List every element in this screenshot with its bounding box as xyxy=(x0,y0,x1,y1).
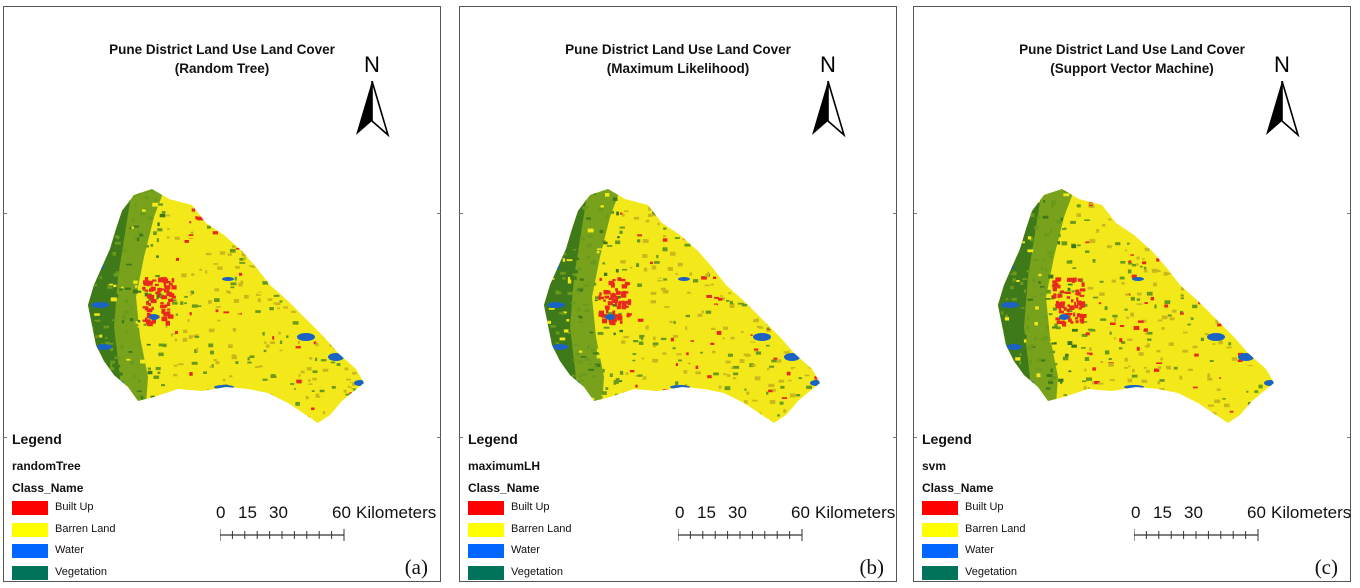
frame-tick xyxy=(893,437,897,438)
scale-label-60: 60 xyxy=(1247,503,1266,522)
legend-swatch xyxy=(468,565,504,580)
panel-label: (a) xyxy=(404,555,428,579)
legend-label: Barren Land xyxy=(965,522,1026,535)
frame-tick xyxy=(459,437,463,438)
legend-label: Water xyxy=(511,544,540,556)
legend-label: Barren Land xyxy=(55,522,116,535)
legend-swatch xyxy=(922,544,958,558)
frame-tick xyxy=(1347,213,1351,214)
scale-unit: Kilometers xyxy=(815,503,896,522)
scale-bar xyxy=(220,529,345,541)
frame-tick xyxy=(437,437,441,438)
scale-label-0: 0 xyxy=(1131,503,1141,522)
scale-label-30: 30 xyxy=(1184,503,1203,522)
legend-swatch xyxy=(922,501,958,515)
map-title: Pune District Land Use Land Cover (Rando… xyxy=(4,40,440,78)
panel-label: (c) xyxy=(1314,555,1338,579)
scale-unit: Kilometers xyxy=(1271,503,1352,522)
frame-tick xyxy=(893,213,897,214)
legend-swatch xyxy=(12,544,48,558)
legend-title: Legend xyxy=(922,431,972,447)
legend-label: Barren Land xyxy=(511,522,572,535)
legend-label: Built Up xyxy=(511,501,550,513)
legend-swatch xyxy=(468,544,504,558)
legend-label: Vegetation xyxy=(965,565,1017,578)
map-panel: Pune District Land Use Land Cover (Maxim… xyxy=(459,6,897,582)
map-title-line1: Pune District Land Use Land Cover xyxy=(109,42,335,57)
map-title: Pune District Land Use Land Cover (Maxim… xyxy=(460,40,896,78)
legend-label: Water xyxy=(965,544,994,556)
legend-label: Vegetation xyxy=(511,565,563,578)
map-title-line2: (Maximum Likelihood) xyxy=(606,61,750,76)
legend-swatch xyxy=(922,565,958,580)
legend-swatch xyxy=(468,522,504,537)
legend-swatch xyxy=(922,522,958,537)
scale-bar xyxy=(1134,529,1259,541)
district-map xyxy=(998,189,1274,423)
legend-class-header: Class_Name xyxy=(12,481,84,495)
map-title-line1: Pune District Land Use Land Cover xyxy=(1019,42,1245,57)
frame-tick xyxy=(459,213,463,214)
panel-label: (b) xyxy=(859,555,885,579)
scale-bar xyxy=(678,529,803,541)
scale-label-60: 60 xyxy=(332,503,351,522)
legend-class-header: Class_Name xyxy=(922,481,994,495)
frame-tick xyxy=(1347,437,1351,438)
north-arrow-icon xyxy=(356,81,390,137)
legend-swatch xyxy=(468,501,504,515)
north-label: N xyxy=(1274,52,1290,77)
frame-tick xyxy=(437,213,441,214)
scale-unit: Kilometers xyxy=(356,503,437,522)
map-title-line2: (Support Vector Machine) xyxy=(1050,61,1214,76)
legend-title: Legend xyxy=(12,431,62,447)
north-arrow-icon xyxy=(1266,81,1300,137)
legend-label: Built Up xyxy=(965,501,1004,513)
scale-label-0: 0 xyxy=(216,503,226,522)
scale-label-30: 30 xyxy=(269,503,288,522)
map-title: Pune District Land Use Land Cover (Suppo… xyxy=(914,40,1350,78)
scale-label-15: 15 xyxy=(1153,503,1172,522)
legend-swatch xyxy=(12,565,48,580)
frame-tick xyxy=(3,213,7,214)
map-panel: Pune District Land Use Land Cover (Rando… xyxy=(3,6,441,582)
north-arrow: N xyxy=(808,53,848,137)
north-label: N xyxy=(820,52,836,77)
scale-label-60: 60 xyxy=(791,503,810,522)
north-label: N xyxy=(364,52,380,77)
frame-tick xyxy=(913,213,917,214)
scale-label-15: 15 xyxy=(238,503,257,522)
north-arrow: N xyxy=(1262,53,1302,137)
legend-label: Built Up xyxy=(55,501,94,513)
legend-label: Water xyxy=(55,544,84,556)
frame-tick xyxy=(3,437,7,438)
legend-swatch xyxy=(12,501,48,515)
map-base-barren xyxy=(88,189,364,423)
map-title-line2: (Random Tree) xyxy=(174,61,270,76)
scale-label-0: 0 xyxy=(675,503,685,522)
frame-tick xyxy=(913,437,917,438)
district-map xyxy=(544,189,820,423)
legend-title: Legend xyxy=(468,431,518,447)
north-arrow-icon xyxy=(812,81,846,137)
legend-swatch xyxy=(12,522,48,537)
legend-label: Vegetation xyxy=(55,565,107,578)
legend-layer-name: maximumLH xyxy=(468,459,541,473)
map-base-barren xyxy=(998,189,1274,423)
legend-layer-name: randomTree xyxy=(12,459,81,473)
legend-layer-name: svm xyxy=(922,459,947,473)
legend-class-header: Class_Name xyxy=(468,481,540,495)
scale-label-30: 30 xyxy=(728,503,747,522)
map-panel: Pune District Land Use Land Cover (Suppo… xyxy=(913,6,1351,582)
scale-label-15: 15 xyxy=(697,503,716,522)
district-map xyxy=(88,189,364,423)
north-arrow: N xyxy=(352,53,392,137)
map-title-line1: Pune District Land Use Land Cover xyxy=(565,42,791,57)
